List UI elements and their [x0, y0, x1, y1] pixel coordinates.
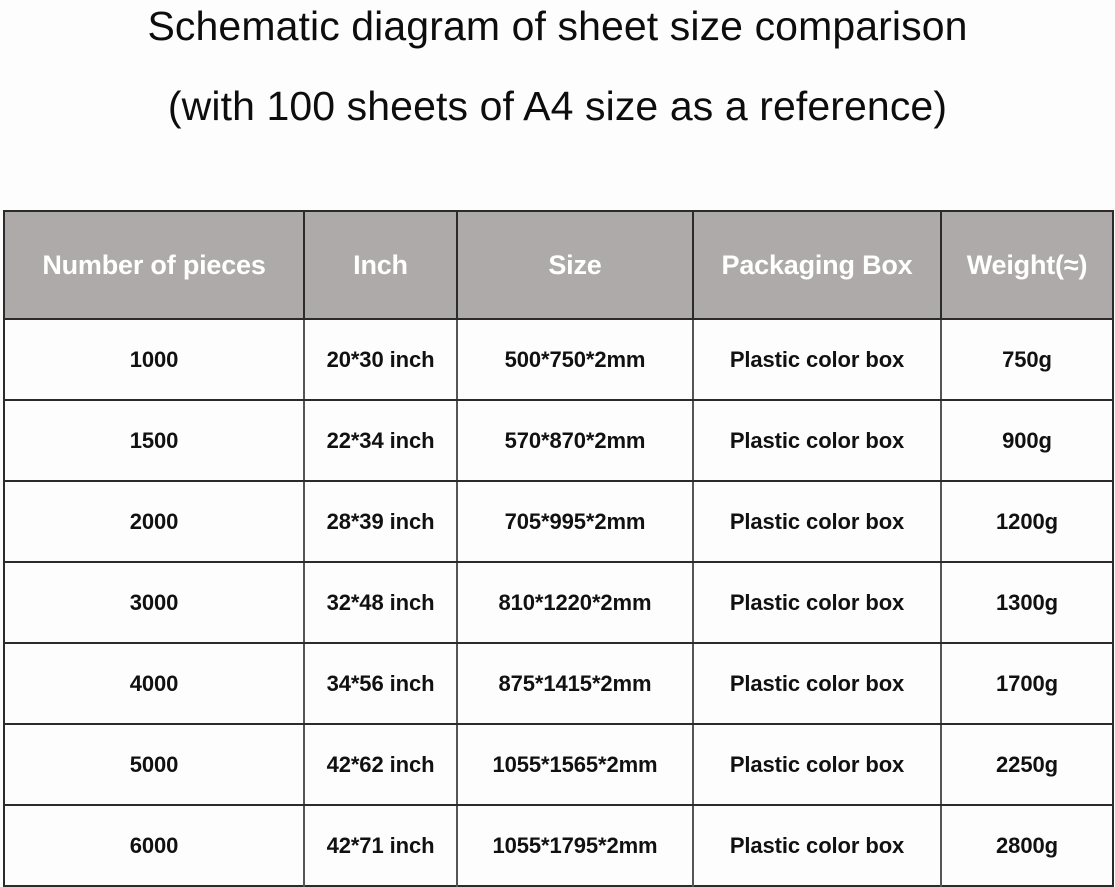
cell-pieces: 3000 — [4, 562, 305, 644]
size-comparison-table-wrapper: Number of pieces Inch Size Packaging Box… — [3, 210, 1114, 887]
column-header-packaging-box: Packaging Box — [693, 211, 942, 320]
cell-inch: 20*30 inch — [304, 319, 458, 401]
table-body: 1000 20*30 inch 500*750*2mm Plastic colo… — [4, 319, 1113, 886]
table-row: 4000 34*56 inch 875*1415*2mm Plastic col… — [4, 643, 1113, 725]
page-subtitle: (with 100 sheets of A4 size as a referen… — [167, 83, 948, 129]
cell-pieces: 6000 — [4, 805, 305, 886]
table-row: 1000 20*30 inch 500*750*2mm Plastic colo… — [4, 319, 1113, 401]
cell-packaging: Plastic color box — [693, 562, 942, 644]
cell-pieces: 1500 — [4, 400, 305, 482]
cell-weight: 1300g — [941, 562, 1113, 644]
cell-packaging: Plastic color box — [693, 400, 942, 482]
table-row: 5000 42*62 inch 1055*1565*2mm Plastic co… — [4, 724, 1113, 806]
cell-weight: 2250g — [941, 724, 1113, 806]
cell-inch: 22*34 inch — [304, 400, 458, 482]
size-comparison-table: Number of pieces Inch Size Packaging Box… — [3, 210, 1114, 887]
cell-pieces: 5000 — [4, 724, 305, 806]
cell-size: 705*995*2mm — [457, 481, 694, 563]
cell-pieces: 4000 — [4, 643, 305, 725]
cell-weight: 1200g — [941, 481, 1113, 563]
cell-size: 810*1220*2mm — [457, 562, 694, 644]
cell-size: 570*870*2mm — [457, 400, 694, 482]
table-row: 2000 28*39 inch 705*995*2mm Plastic colo… — [4, 481, 1113, 563]
cell-packaging: Plastic color box — [693, 805, 942, 886]
cell-inch: 28*39 inch — [304, 481, 458, 563]
cell-size: 1055*1795*2mm — [457, 805, 694, 886]
cell-weight: 2800g — [941, 805, 1113, 886]
cell-inch: 34*56 inch — [304, 643, 458, 725]
title-block: Schematic diagram of sheet size comparis… — [0, 0, 1115, 200]
cell-weight: 1700g — [941, 643, 1113, 725]
table-header-row: Number of pieces Inch Size Packaging Box… — [4, 211, 1113, 320]
cell-weight: 750g — [941, 319, 1113, 401]
cell-packaging: Plastic color box — [693, 724, 942, 806]
column-header-weight: Weight(≈) — [941, 211, 1113, 320]
cell-packaging: Plastic color box — [693, 319, 942, 401]
cell-pieces: 1000 — [4, 319, 305, 401]
table-row: 3000 32*48 inch 810*1220*2mm Plastic col… — [4, 562, 1113, 644]
cell-size: 1055*1565*2mm — [457, 724, 694, 806]
column-header-size: Size — [457, 211, 694, 320]
cell-size: 875*1415*2mm — [457, 643, 694, 725]
column-header-inch: Inch — [304, 211, 458, 320]
cell-size: 500*750*2mm — [457, 319, 694, 401]
cell-weight: 900g — [941, 400, 1113, 482]
table-row: 1500 22*34 inch 570*870*2mm Plastic colo… — [4, 400, 1113, 482]
cell-pieces: 2000 — [4, 481, 305, 563]
column-header-number-of-pieces: Number of pieces — [4, 211, 305, 320]
cell-packaging: Plastic color box — [693, 481, 942, 563]
cell-inch: 42*71 inch — [304, 805, 458, 886]
page-title: Schematic diagram of sheet size comparis… — [147, 3, 968, 49]
cell-inch: 32*48 inch — [304, 562, 458, 644]
cell-inch: 42*62 inch — [304, 724, 458, 806]
cell-packaging: Plastic color box — [693, 643, 942, 725]
table-row: 6000 42*71 inch 1055*1795*2mm Plastic co… — [4, 805, 1113, 886]
table-header: Number of pieces Inch Size Packaging Box… — [4, 211, 1113, 320]
